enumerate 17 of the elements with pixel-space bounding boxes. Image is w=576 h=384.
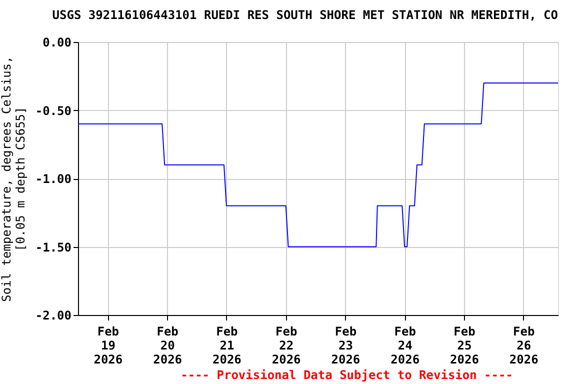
chart-title: USGS 392116106443101 RUEDI RES SOUTH SHORE MET STATION NR MEREDITH, CO: [52, 8, 558, 22]
x-tick-label: Feb 19 2026: [94, 324, 123, 366]
line-series: [78, 82, 558, 248]
x-tick-label: Feb 22 2026: [272, 324, 301, 366]
x-tick-label: Feb 23 2026: [331, 324, 360, 366]
y-tick-label: 0.00: [42, 36, 72, 50]
x-tick-label: Feb 25 2026: [450, 324, 479, 366]
y-axis-title: Soil temperature, degrees Celsius, [0.05 m depth CS655]: [0, 56, 28, 302]
x-tick-label: Feb 24 2026: [390, 324, 420, 366]
y-tick-label: -1.50: [35, 240, 72, 254]
y-tick-label: -0.50: [35, 104, 72, 118]
text: ---- Provisional Data Subject to Revision ----: [180, 368, 513, 382]
y-tick-label: -1.00: [35, 172, 72, 186]
y-tick-label: -2.00: [35, 308, 72, 322]
x-tick-label: Feb 21 2026: [212, 324, 242, 366]
x-tick-label: Feb 20 2026: [153, 324, 182, 366]
x-tick-label: Feb 26 2026: [509, 324, 538, 366]
